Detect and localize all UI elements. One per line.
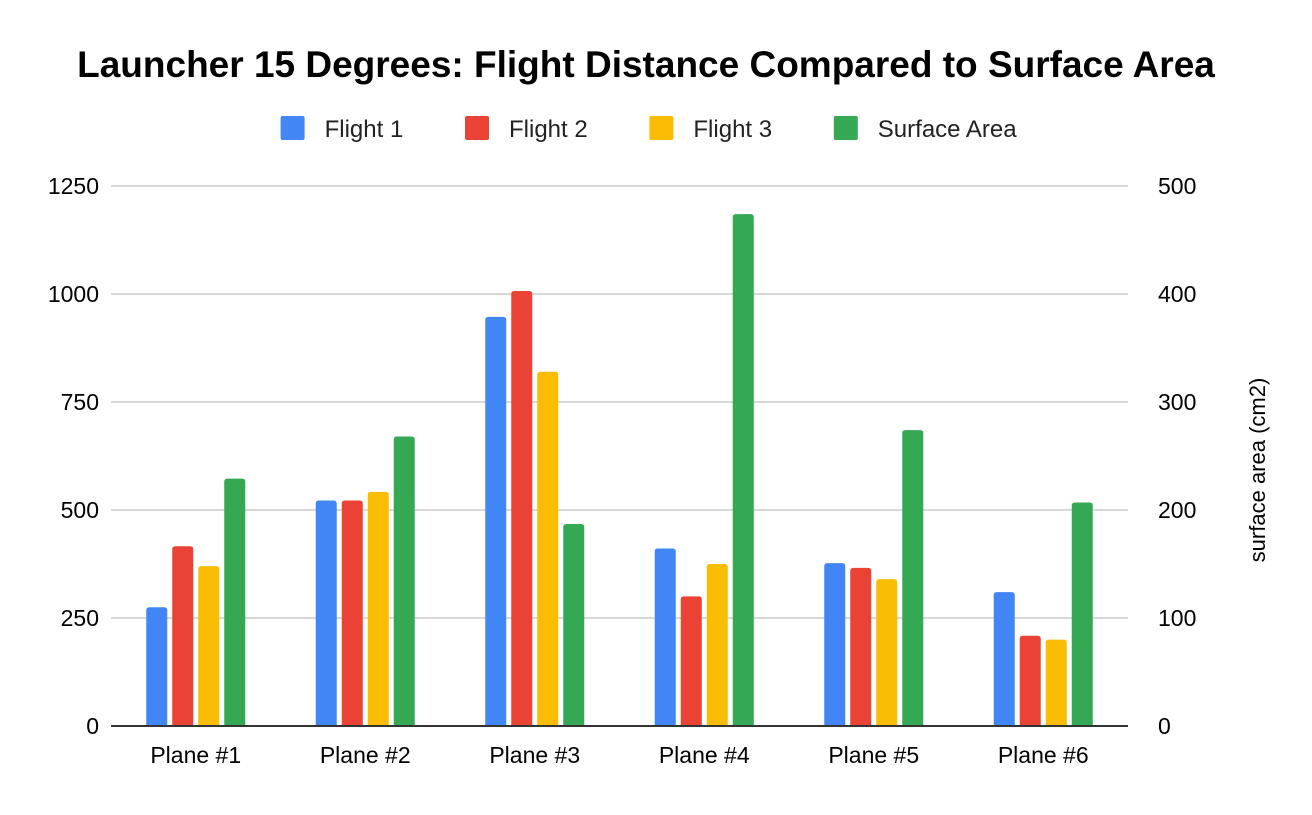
legend-label: Flight 3 <box>693 116 772 143</box>
bar-surface-area <box>393 436 415 726</box>
right-axis-tick-label: 100 <box>1158 605 1196 631</box>
x-axis-tick-label: Plane #2 <box>320 742 411 768</box>
legend-swatch <box>465 116 489 140</box>
chart-title: Launcher 15 Degrees: Flight Distance Com… <box>77 44 1215 85</box>
bars <box>146 214 1093 726</box>
x-axis-ticks: Plane #1 Plane #2 Plane #3 Plane #4 Plane #5… <box>150 742 1088 768</box>
bar-flight-3 <box>367 491 389 726</box>
right-axis-ticks: 0 100 200 300 400 500 <box>1158 173 1196 739</box>
legend-label: Surface Area <box>878 116 1017 143</box>
legend-label: Flight 1 <box>325 116 404 143</box>
bar-flight-2 <box>341 500 363 726</box>
bar-flight-3 <box>876 579 898 726</box>
x-axis-tick-label: Plane #1 <box>150 742 241 768</box>
right-axis-tick-label: 400 <box>1158 281 1196 307</box>
right-axis-tick-label: 200 <box>1158 497 1196 523</box>
gridlines <box>111 185 1128 619</box>
bar-surface-area <box>732 214 754 726</box>
bar-flight-2 <box>511 290 533 726</box>
bar-flight-2 <box>172 546 194 726</box>
legend: Flight 1 Flight 2 Flight 3 Surface Area <box>280 116 1017 143</box>
legend-swatch <box>833 116 858 140</box>
left-axis-tick-label: 1250 <box>48 173 99 199</box>
left-axis-tick-label: 1000 <box>48 281 99 307</box>
bar-flight-1 <box>993 592 1015 726</box>
bar-surface-area <box>224 478 246 726</box>
legend-label: Flight 2 <box>509 116 588 143</box>
left-axis-tick-label: 0 <box>86 713 99 739</box>
legend-swatch <box>649 116 674 140</box>
right-axis-tick-label: 500 <box>1158 173 1196 199</box>
legend-swatch <box>280 116 305 140</box>
left-axis-ticks: 0 250 500 750 1000 1250 <box>48 173 99 739</box>
bar-flight-1 <box>315 500 337 726</box>
x-axis-tick-label: Plane #5 <box>828 742 919 768</box>
bar-flight-1 <box>824 563 846 726</box>
bar-flight-3 <box>198 566 220 726</box>
bar-flight-2 <box>850 567 872 726</box>
bar-surface-area <box>563 524 585 726</box>
bar-flight-2 <box>680 596 702 726</box>
x-axis-tick-label: Plane #6 <box>998 742 1089 768</box>
bar-surface-area <box>902 430 924 726</box>
bar-flight-3 <box>1045 639 1067 726</box>
right-axis-tick-label: 0 <box>1158 713 1171 739</box>
bar-flight-3 <box>706 564 728 726</box>
bar-flight-1 <box>654 548 676 726</box>
right-axis-tick-label: 300 <box>1158 389 1196 415</box>
left-axis-tick-label: 750 <box>61 389 99 415</box>
bar-flight-3 <box>537 371 559 726</box>
bar-surface-area <box>1071 502 1093 726</box>
x-axis-tick-label: Plane #3 <box>489 742 580 768</box>
bar-flight-1 <box>146 607 168 726</box>
left-axis-tick-label: 500 <box>61 497 99 523</box>
right-axis-title: surface area (cm2) <box>1245 378 1270 563</box>
bar-flight-1 <box>485 316 507 726</box>
x-axis-tick-label: Plane #4 <box>659 742 750 768</box>
bar-flight-2 <box>1019 635 1041 726</box>
left-axis-tick-label: 250 <box>61 605 99 631</box>
